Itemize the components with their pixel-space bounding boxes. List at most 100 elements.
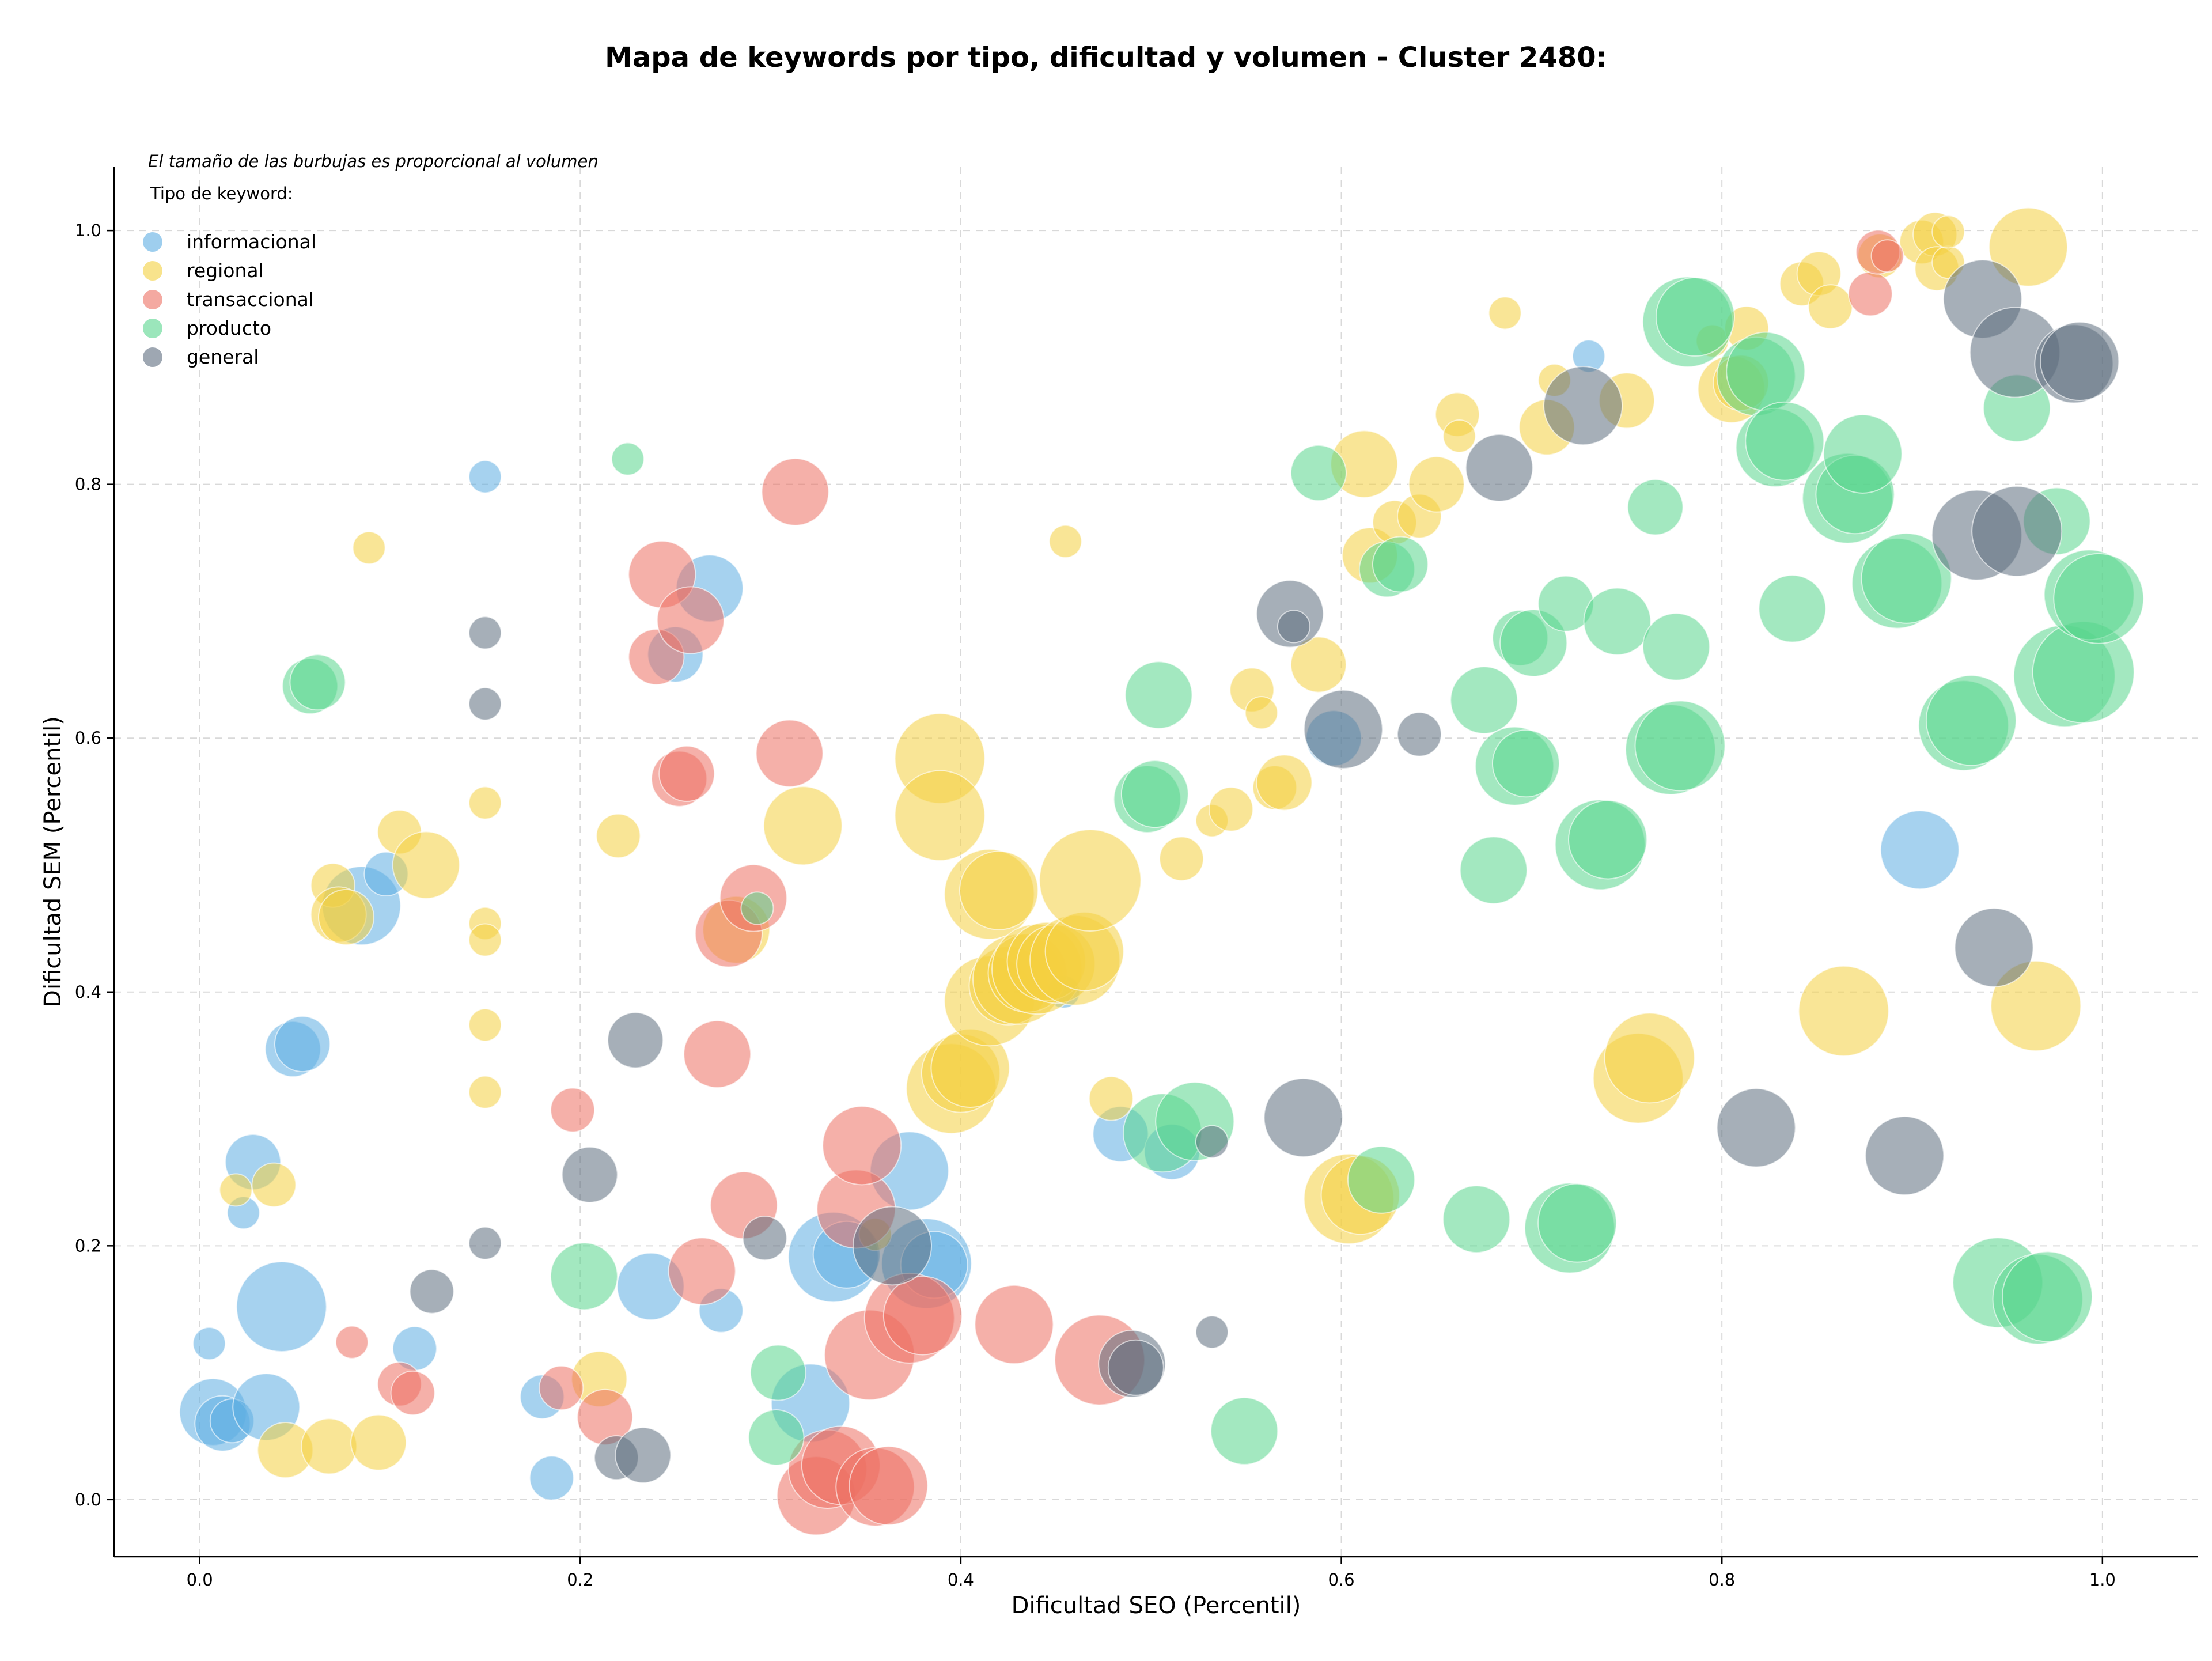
bubble-point xyxy=(1745,401,1825,481)
legend-marker xyxy=(143,261,162,281)
bubble-point xyxy=(1290,636,1347,693)
bubble-point xyxy=(1396,712,1442,757)
legend-items: informacional regional transaccional produc… xyxy=(143,230,316,368)
bubble-point xyxy=(409,1269,454,1314)
bubble-point xyxy=(1290,444,1347,501)
bubble-point xyxy=(974,1284,1054,1364)
bubble-point xyxy=(1865,1115,1945,1195)
y-tick-label: 0.2 xyxy=(75,1236,101,1255)
bubble-point xyxy=(468,616,502,650)
bubble-point xyxy=(596,813,641,858)
bubble-point xyxy=(1048,524,1082,558)
bubble-point xyxy=(1716,1088,1796,1168)
bubble-point xyxy=(656,586,725,654)
bubble-point xyxy=(219,1173,253,1207)
legend-label: producto xyxy=(187,317,271,339)
bubble-point xyxy=(468,786,502,820)
bubble-point xyxy=(1758,574,1827,643)
bubble-point xyxy=(468,460,502,494)
legend-item-general: general xyxy=(143,346,259,368)
bubble-point xyxy=(1861,532,1952,624)
bubble-point xyxy=(1642,612,1710,681)
bubble-point xyxy=(1491,729,1560,798)
bubble-point xyxy=(550,1087,596,1133)
bubble-point xyxy=(1195,1315,1229,1349)
bubble-point xyxy=(317,888,374,945)
legend: El tamaño de las burbujas es proporciona… xyxy=(143,152,599,368)
bubble-point xyxy=(853,1206,933,1286)
bubble-point xyxy=(1971,486,2063,577)
bubble-point xyxy=(392,831,460,899)
y-tick-label: 0.4 xyxy=(75,982,101,1002)
x-tick-label: 1.0 xyxy=(2089,1570,2116,1590)
legend-item-regional: regional xyxy=(143,259,264,282)
bubble-point xyxy=(2002,1251,2093,1342)
bubble-point xyxy=(1442,1185,1511,1254)
bubble-point xyxy=(748,1409,805,1466)
bubble-point xyxy=(1543,366,1623,446)
bubble-point xyxy=(468,1075,502,1109)
x-tick-label: 0.0 xyxy=(187,1570,213,1590)
bubble-point xyxy=(668,1237,736,1306)
bubble-point xyxy=(1634,700,1726,792)
bubble-point xyxy=(192,1326,226,1360)
legend-marker xyxy=(143,232,162,252)
bubble-point xyxy=(1583,587,1652,656)
bubble-point xyxy=(1210,1397,1279,1465)
legend-label: general xyxy=(187,346,259,368)
bubble-point xyxy=(1256,754,1313,811)
bubble-point xyxy=(749,1344,806,1401)
bubble-point xyxy=(683,1020,752,1088)
y-axis-label: Dificultad SEM (Percentil) xyxy=(40,716,66,1008)
bubble-point xyxy=(529,1455,574,1501)
legend-marker xyxy=(143,319,162,338)
bubble-point xyxy=(1159,836,1205,881)
legend-marker xyxy=(143,347,162,367)
bubble-point xyxy=(1823,414,1903,494)
bubble-point xyxy=(301,1418,358,1475)
bubble-point xyxy=(1465,434,1533,502)
bubble-point xyxy=(1604,1012,1695,1104)
bubble-layer xyxy=(179,207,2145,1536)
bubble-point xyxy=(1537,1183,1618,1263)
bubble-point xyxy=(607,1012,664,1069)
bubble-point xyxy=(1988,207,2069,287)
bubble-point xyxy=(658,745,715,802)
bubble-point xyxy=(849,1446,929,1526)
series-producto xyxy=(282,276,2145,1466)
bubble-point xyxy=(1195,1125,1229,1159)
bubble-point xyxy=(755,719,824,788)
legend-label: regional xyxy=(187,259,264,282)
bubble-point xyxy=(959,850,1039,930)
bubble-point xyxy=(1808,284,1853,330)
bubble-point xyxy=(468,1008,502,1042)
legend-item-informacional: informacional xyxy=(143,230,316,253)
series-transaccional xyxy=(335,229,1904,1536)
grid-lines xyxy=(114,167,2198,1557)
bubble-point xyxy=(274,1016,331,1073)
bubble-point xyxy=(468,687,502,721)
bubble-point xyxy=(2053,553,2145,644)
y-tick-label: 0.6 xyxy=(75,728,101,748)
bubble-point xyxy=(1931,215,1965,249)
y-tick-label: 0.8 xyxy=(75,475,101,494)
series-regional xyxy=(219,207,2082,1478)
y-ticks: 0.0 0.2 0.4 0.6 0.8 1.0 xyxy=(75,221,114,1509)
x-tick-label: 0.8 xyxy=(1709,1570,1735,1590)
chart-title: Mapa de keywords por tipo, dificultad y … xyxy=(605,41,1607,74)
x-tick-label: 0.2 xyxy=(567,1570,593,1590)
bubble-point xyxy=(1208,786,1253,832)
bubble-point xyxy=(1088,1076,1134,1121)
bubble-point xyxy=(1925,675,2017,766)
legend-marker xyxy=(143,290,162,309)
legend-title: Tipo de keyword: xyxy=(150,184,293,203)
legend-label: informacional xyxy=(187,230,316,253)
legend-label: transaccional xyxy=(187,288,314,311)
axes xyxy=(113,167,2198,1558)
bubble-point xyxy=(611,442,645,476)
bubble-point xyxy=(1303,689,1383,769)
bubble-point xyxy=(1039,828,1142,932)
bubble-point xyxy=(335,1325,369,1359)
y-tick-label: 0.0 xyxy=(75,1490,101,1509)
